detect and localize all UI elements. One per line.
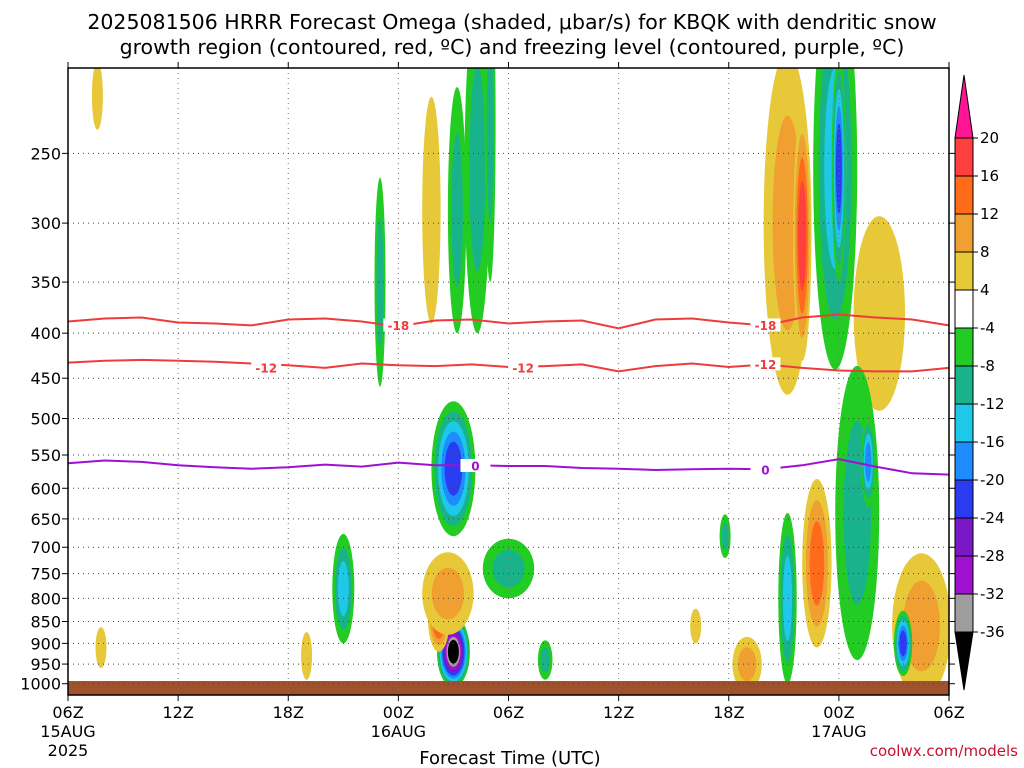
x-axis-title: Forecast Time (UTC): [419, 748, 600, 768]
colorbar-swatch: [955, 252, 973, 290]
x-tick-label: 18Z: [713, 703, 744, 722]
colorbar-swatch: [955, 556, 973, 594]
contour-line-0: [68, 459, 949, 475]
omega-shade: [451, 133, 462, 287]
y-tick-label: 800: [30, 589, 61, 608]
y-tick-label: 250: [30, 144, 61, 163]
colorbar-label: -36: [980, 623, 1005, 641]
x-tick-label: 06Z: [933, 703, 964, 722]
colorbar-swatch: [955, 518, 973, 556]
omega-shade: [92, 62, 103, 130]
x-tick-label: 00Z: [823, 703, 854, 722]
x-tick-label: 06Z: [52, 703, 83, 722]
x-tick-year: 2025: [48, 741, 89, 760]
colorbar-label: -32: [980, 585, 1005, 603]
contour-label: -12: [755, 358, 777, 372]
omega-shade: [469, 65, 485, 271]
x-tick-label: 12Z: [162, 703, 193, 722]
omega-shade: [301, 632, 312, 680]
omega-shade: [783, 556, 792, 641]
omega-forecast-chart: 2025081506 HRRR Forecast Omega (shaded, …: [0, 0, 1024, 768]
omega-shade: [422, 97, 440, 324]
colorbar-swatch: [955, 404, 973, 442]
colorbar-swatch: [955, 328, 973, 366]
colorbar-label: 16: [980, 167, 999, 185]
y-tick-label: 300: [30, 214, 61, 233]
omega-shade: [722, 523, 729, 550]
omega-shade: [690, 609, 701, 644]
colorbar-swatch: [955, 176, 973, 214]
y-tick-label: 350: [30, 273, 61, 292]
x-tick-date: 15AUG: [40, 722, 95, 741]
omega-shade: [377, 217, 384, 348]
y-tick-label: 550: [30, 446, 61, 465]
omega-shade: [541, 648, 550, 673]
x-tick-label: 06Z: [493, 703, 524, 722]
x-tick-label: 12Z: [603, 703, 634, 722]
colorbar-swatch: [955, 442, 973, 480]
x-tick-date: 16AUG: [371, 722, 426, 741]
colorbar-label: 8: [980, 243, 990, 261]
contour-label: 0: [471, 459, 479, 473]
x-tick-date: 17AUG: [811, 722, 866, 741]
y-tick-label: 650: [30, 510, 61, 529]
colorbar-label: -24: [980, 509, 1005, 527]
plot-area: -18 -18 -12 -12 -12 0 0 250 300 350 400 450 500 550 60…: [20, 0, 964, 760]
omega-shade: [445, 442, 463, 496]
y-tick-label: 600: [30, 479, 61, 498]
contour-line--18: [68, 315, 949, 329]
colorbar-swatch: [955, 138, 973, 176]
contour-label: 0: [761, 463, 769, 477]
colorbar-label: 12: [980, 205, 999, 223]
contour-label: -18: [755, 319, 777, 333]
colorbar-label: 20: [980, 129, 999, 147]
colorbar-swatch: [955, 480, 973, 518]
y-tick-label: 850: [30, 613, 61, 632]
omega-shade: [432, 568, 464, 620]
x-tick-label: 18Z: [273, 703, 304, 722]
colorbar-swatch: [955, 75, 973, 138]
x-tick-label: 00Z: [383, 703, 414, 722]
omega-shade: [810, 521, 825, 605]
colorbar-swatch: [955, 632, 973, 690]
y-tick-label: 1000: [20, 675, 61, 694]
credit-text: coolwx.com/models: [870, 742, 1018, 760]
omega-shade: [338, 561, 349, 616]
colorbar-label: 4: [980, 281, 990, 299]
contour-label: -18: [388, 319, 410, 333]
colorbar-label: -20: [980, 471, 1005, 489]
contour-label: -12: [512, 361, 534, 375]
y-tick-label: 500: [30, 410, 61, 429]
colorbar-label: -16: [980, 433, 1005, 451]
colorbar-swatch: [955, 214, 973, 252]
colorbar-label: -4: [980, 319, 995, 337]
y-tick-label: 750: [30, 565, 61, 584]
y-tick-label: 950: [30, 655, 61, 674]
omega-shade: [798, 181, 806, 291]
contour-label: -12: [255, 361, 277, 375]
plot-content: -18 -18 -12 -12 -12 0 0: [68, 0, 951, 699]
omega-shade: [96, 627, 107, 668]
y-tick-label: 900: [30, 634, 61, 653]
chart-title-line-2: growth region (contoured, red, ºC) and f…: [120, 35, 905, 59]
colorbar-label: -28: [980, 547, 1005, 565]
y-tick-label: 700: [30, 538, 61, 557]
colorbar: 20 16 12 8 4 -4 -8 -12 -16 -20 -24 -28 -32 -36: [955, 75, 1005, 690]
colorbar-swatch: [955, 366, 973, 404]
y-tick-label: 450: [30, 369, 61, 388]
colorbar-label: -8: [980, 357, 995, 375]
y-tick-label: 400: [30, 324, 61, 343]
chart-title-line-1: 2025081506 HRRR Forecast Omega (shaded, …: [87, 10, 936, 34]
colorbar-swatch: [955, 594, 973, 632]
omega-shade: [865, 442, 871, 481]
colorbar-label: -12: [980, 395, 1005, 413]
colorbar-swatch: [955, 290, 973, 328]
